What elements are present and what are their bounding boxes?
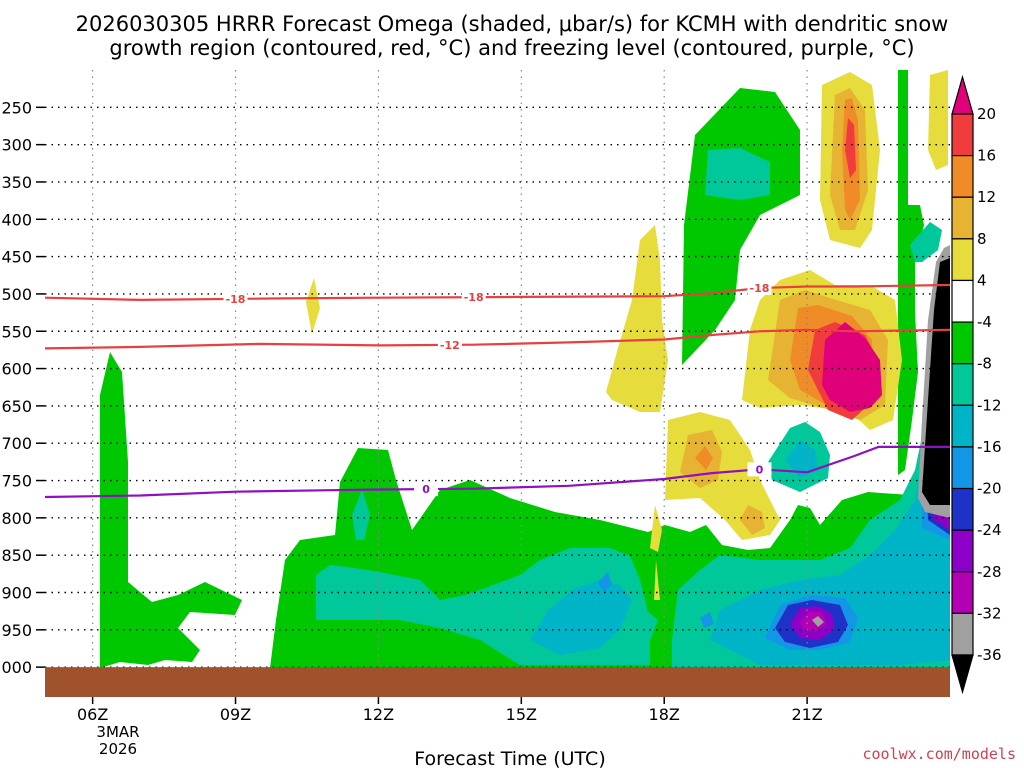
contour-label-0-1: -18	[464, 291, 484, 304]
x-axis-title: Forecast Time (UTC)	[414, 748, 605, 768]
omega-region-grey	[812, 245, 950, 627]
contour-label-0-0: -18	[226, 293, 246, 306]
colorbar-level-label-12: -32	[977, 604, 1002, 622]
colorbar-level-label-0: 20	[977, 105, 996, 123]
omega-region-upper-teal	[705, 148, 942, 262]
y-tick-label-350: 350	[1, 173, 32, 192]
omega-region-magenta	[800, 612, 826, 632]
contour-label-bg-0-2	[747, 280, 772, 295]
chart-title-line1: 2026030305 HRRR Forecast Omega (shaded, …	[76, 12, 949, 36]
colorbar-level-label-4: 4	[977, 271, 987, 289]
x-tick-label-18Z: 18Z	[649, 705, 680, 724]
contour-label-2-1: 0	[756, 463, 764, 476]
y-tick-label-800: 800	[1, 509, 32, 528]
contour-label-1-0: -12	[440, 339, 460, 352]
omega-region-cyan	[530, 320, 950, 665]
colorbar-level-label-5: -4	[977, 313, 992, 331]
y-tick-label-1000: 1000	[0, 658, 32, 677]
colorbar-swatch-4	[951, 238, 974, 282]
omega-region-pink	[822, 322, 882, 412]
x-tick-label-15Z: 15Z	[506, 705, 537, 724]
y-tick-label-250: 250	[1, 98, 32, 117]
colorbar-level-label-2: 12	[977, 188, 996, 206]
colorbar-swatch-6	[951, 321, 974, 365]
omega-region-yellow	[306, 70, 948, 600]
colorbar-swatch-9	[951, 446, 974, 490]
y-tick-label-600: 600	[1, 360, 32, 379]
x-axis-time: 06Z 09Z 12Z 15Z 18Z 21Z	[77, 697, 823, 724]
contour-label-2-0: 0	[422, 483, 430, 496]
colorbar-level-label-1: 16	[977, 147, 996, 165]
y-tick-label-650: 650	[1, 397, 32, 416]
omega-shading	[100, 70, 950, 668]
colorbar-legend: 20 16 12 8 4 -4 -8 -12 -16 -20 -24 -28 -32 -36	[951, 74, 1002, 695]
colorbar-level-label-10: -24	[977, 521, 1002, 539]
credit-text: coolwx.com/models	[862, 745, 1016, 763]
temperature-contours: -18 -18 -18 -12 0 0	[45, 280, 950, 499]
colorbar-level-label-13: -36	[977, 646, 1002, 664]
plot-area: -18 -18 -18 -12 0 0	[45, 70, 950, 697]
x-tick-label-06Z: 06Z	[77, 705, 108, 724]
contour-label-bg-2-0	[414, 482, 439, 497]
colorbar-level-label-11: -28	[977, 563, 1002, 581]
contour-label-bg-0-0	[223, 291, 248, 306]
terrain-ground	[45, 667, 950, 697]
y-tick-label-550: 550	[1, 322, 32, 341]
colorbar-level-label-6: -8	[977, 355, 992, 373]
y-tick-label-500: 500	[1, 285, 32, 304]
colorbar-swatch-3	[951, 196, 974, 240]
contour-line-1	[45, 328, 950, 350]
y-tick-label-950: 950	[1, 621, 32, 640]
contour-label-0-2: -18	[750, 282, 770, 295]
colorbar-swatch-2	[951, 155, 974, 198]
y-axis-pressure: 250 300 350 400 450 500 550 600 650 700 750 800 850 9…	[0, 98, 45, 677]
contour-line-2	[45, 445, 950, 499]
y-tick-label-450: 450	[1, 248, 32, 267]
y-tick-label-300: 300	[1, 136, 32, 155]
contour-label-bg-0-1	[461, 290, 486, 305]
colorbar-swatch-12	[951, 571, 974, 614]
y-tick-label-900: 900	[1, 584, 32, 603]
omega-region-gold	[680, 88, 888, 535]
x-tick-label-21Z: 21Z	[791, 705, 822, 724]
omega-region-blue	[775, 265, 950, 648]
colorbar-swatch-14	[951, 654, 974, 695]
y-tick-label-400: 400	[1, 210, 32, 229]
contour-label-bg-2-1	[747, 462, 772, 477]
y-tick-label-750: 750	[1, 472, 32, 491]
colorbar-swatch-13	[951, 612, 974, 656]
colorbar-swatch-1	[951, 113, 974, 157]
colorbar-level-label-3: 8	[977, 230, 987, 248]
colorbar-swatch-10	[951, 487, 974, 531]
date-label-month: 3MAR	[96, 723, 139, 741]
grid-lines	[45, 70, 950, 697]
colorbar-swatch-0	[951, 74, 974, 115]
colorbar-swatch-7	[951, 363, 974, 406]
x-tick-label-12Z: 12Z	[363, 705, 394, 724]
date-label-year: 2026	[99, 740, 137, 758]
y-tick-label-700: 700	[1, 434, 32, 453]
colorbar-level-label-8: -16	[977, 438, 1002, 456]
colorbar-level-label-7: -12	[977, 396, 1002, 414]
colorbar-level-label-9: -20	[977, 480, 1002, 498]
colorbar-swatch-11	[951, 529, 974, 573]
y-tick-label-850: 850	[1, 546, 32, 565]
colorbar-swatch-8	[951, 404, 974, 448]
contour-label-bg-1-0	[437, 337, 462, 352]
x-tick-label-09Z: 09Z	[220, 705, 251, 724]
chart-title-line2: growth region (contoured, red, °C) and f…	[109, 36, 914, 60]
colorbar-swatch-5	[951, 279, 974, 323]
